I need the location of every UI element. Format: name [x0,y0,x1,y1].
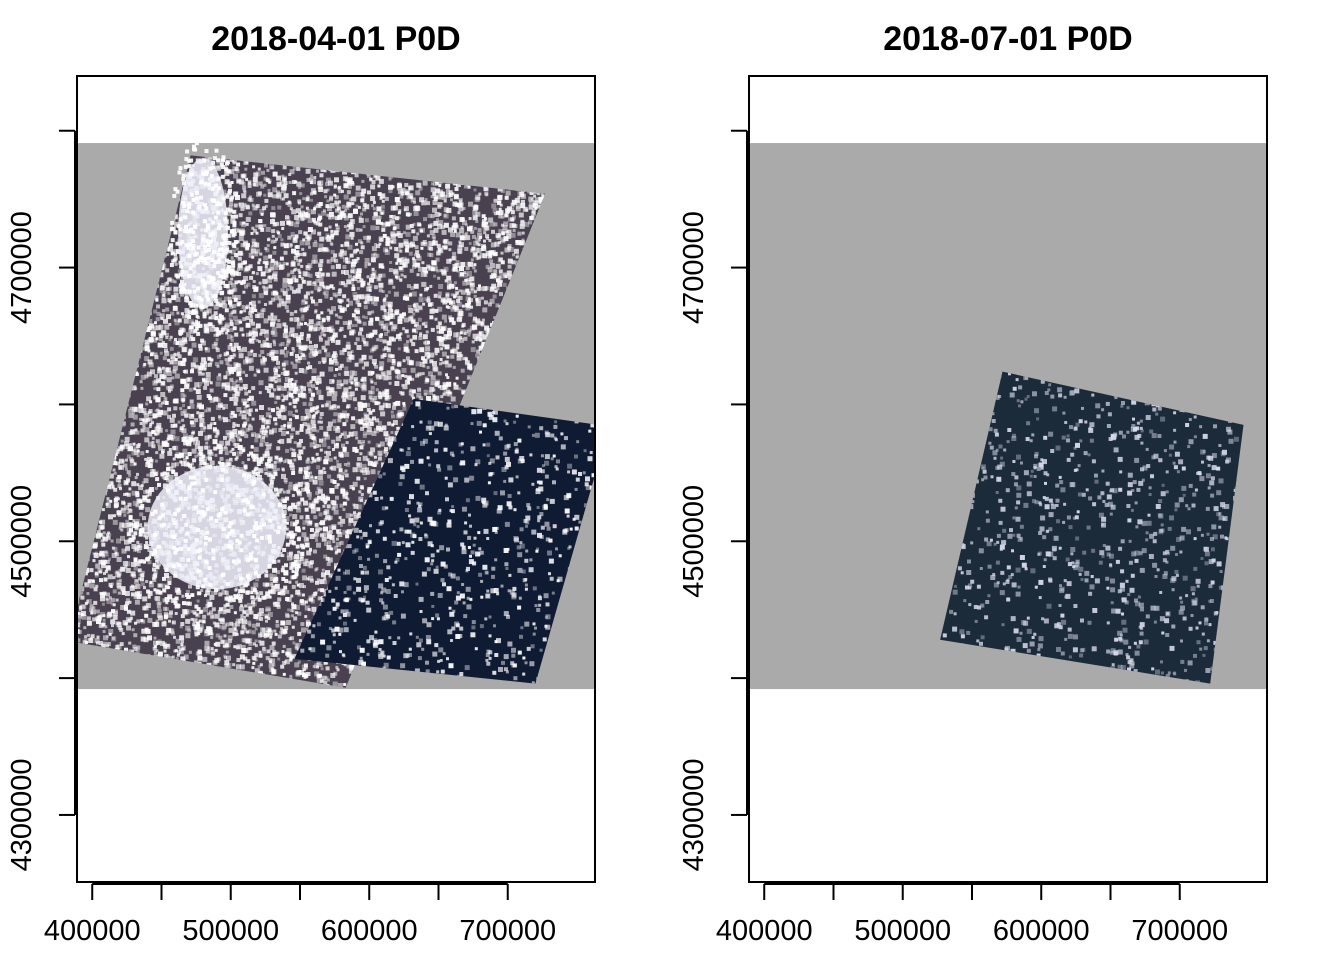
y-tick-label: 4300000 [678,758,710,871]
x-tick-label: 600000 [993,915,1090,947]
x-tick-label: 600000 [321,915,418,947]
x-tick-label: 700000 [459,915,556,947]
y-tick-label: 4300000 [6,758,38,871]
x-tick-label: 400000 [44,915,141,947]
y-tick-label: 4700000 [6,211,38,324]
raster-area [749,143,1267,690]
panel-2018-07-01: 2018-07-01 P0D 400000 500000 600000 700000 43… [678,20,1268,947]
x-tick-label: 700000 [1131,915,1228,947]
y-tick-label: 4500000 [6,485,38,598]
panel-title: 2018-07-01 P0D [883,20,1133,58]
y-tick-label: 4500000 [678,485,710,598]
plot-frame [76,75,596,883]
raster-area [77,135,595,690]
plot-frame [748,75,1268,883]
panel-title: 2018-04-01 P0D [211,20,461,58]
scene-footprint [940,371,1244,684]
y-tick-label: 4700000 [678,211,710,324]
x-tick-label: 500000 [182,915,279,947]
panel-2018-04-01: 2018-04-01 P0D 400000 500000 600000 700000 43… [6,20,596,947]
x-tick-label: 400000 [716,915,813,947]
x-tick-label: 500000 [854,915,951,947]
